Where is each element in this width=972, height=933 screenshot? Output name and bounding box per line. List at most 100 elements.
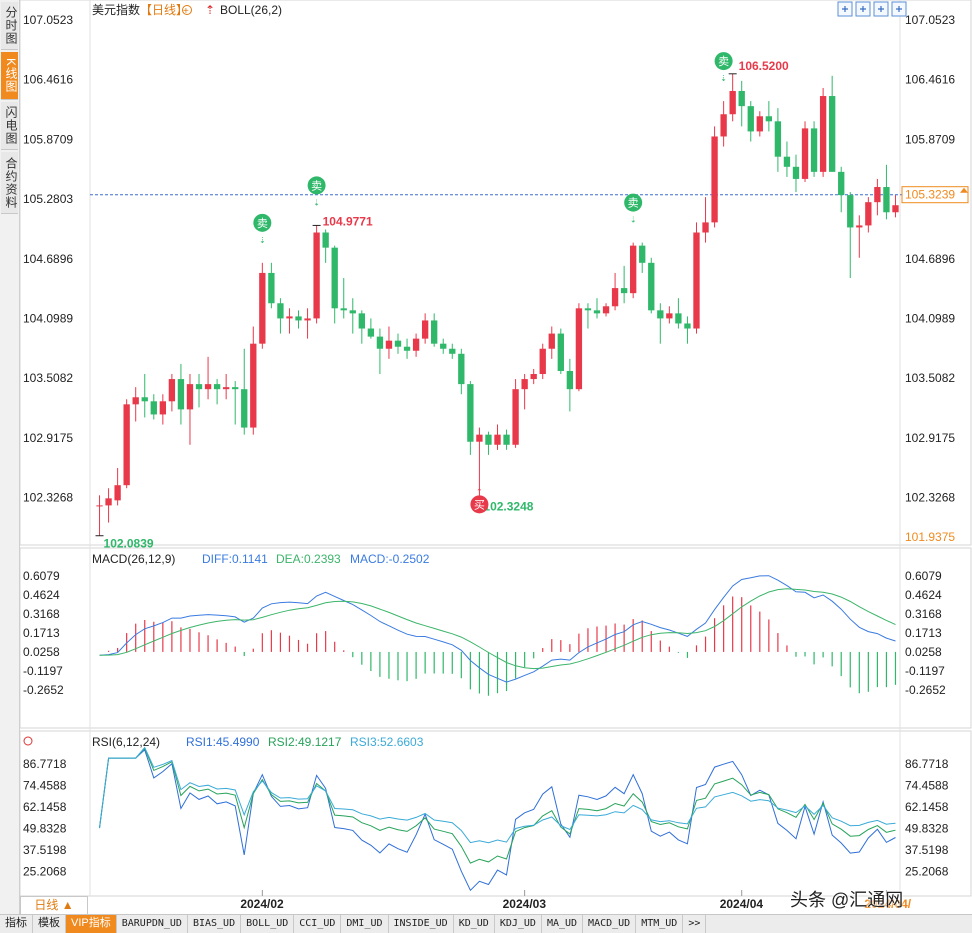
candle-body: [367, 328, 375, 337]
indicator-tab[interactable]: INSIDE_UD: [389, 915, 454, 933]
kline-ytick-left: 107.0523: [23, 13, 73, 27]
candle-body: [232, 387, 239, 390]
candle-body: [557, 333, 564, 371]
signal-sell-label: 卖: [718, 55, 729, 68]
tab-kline[interactable]: K线图: [1, 52, 18, 100]
period-tab[interactable]: 日线 ▲: [20, 896, 88, 914]
candle-body: [412, 338, 420, 351]
macd-ytick-right: 0.0258: [905, 645, 942, 659]
low2-label: 102.3248: [483, 499, 533, 513]
candle-body: [810, 128, 818, 172]
xtick-label: 2024/04/: [864, 897, 911, 911]
signal-arrow-icon: ⇣: [259, 236, 266, 245]
indicator-arrow-icon: ⇡: [205, 3, 215, 17]
rsi-ytick-right: 86.7718: [905, 757, 949, 771]
indicator-tab[interactable]: DMI_UD: [341, 915, 389, 933]
candle-body: [259, 272, 266, 344]
indicator-tab[interactable]: BIAS_UD: [188, 915, 242, 933]
high2-label: 106.5200: [739, 59, 789, 73]
signal-arrow-icon: ⇣: [313, 198, 320, 207]
candle-body: [195, 384, 203, 390]
candle-body: [801, 128, 809, 179]
candle-body: [467, 384, 474, 442]
macd-ytick-right: -0.2652: [905, 683, 946, 697]
candle-body: [385, 340, 393, 349]
macd-ytick-right: 0.6079: [905, 569, 942, 583]
candle-body: [865, 202, 872, 226]
candle-body: [539, 348, 546, 375]
rsi-ytick-left: 49.8328: [23, 821, 67, 835]
signal-sell-badge: [253, 213, 272, 232]
candle-body: [828, 96, 836, 172]
signal-arrow-icon: ⇡: [476, 487, 483, 496]
indicator-tab[interactable]: BOLL_UD: [241, 915, 295, 933]
candle-body: [666, 313, 673, 319]
candle-body: [123, 404, 130, 486]
tab-timeshare[interactable]: 分时图: [1, 2, 18, 50]
settings-icon[interactable]: [891, 1, 907, 17]
candle-body: [222, 387, 230, 390]
macd-ytick-right: 0.4624: [905, 588, 942, 602]
kline-ytick-right: 102.3268: [905, 491, 955, 505]
kline-low-axis-label: 101.9375: [905, 530, 955, 544]
macd-title: MACD(26,12,9): [92, 552, 175, 566]
zoom-out-icon[interactable]: [873, 1, 889, 17]
indicator-tab[interactable]: KD_UD: [454, 915, 495, 933]
candle-body: [286, 316, 293, 319]
rsi1-label: RSI1:45.4990: [186, 735, 260, 749]
chart-svg[interactable]: 美元指数 【日线】+ ⇡ BOLL(26,2) 107.0523 107.0523 106.…: [19, 0, 972, 914]
signal-sell-badge: [714, 52, 733, 71]
candle-body: [213, 384, 221, 390]
candle-body: [575, 308, 583, 390]
instrument-name: 美元指数: [92, 2, 140, 17]
kline-ytick-right: 105.8709: [905, 132, 955, 146]
indicator-tab[interactable]: MA_UD: [542, 915, 584, 933]
macd-ytick-left: -0.1197: [23, 664, 63, 678]
rsi-ytick-left: 25.2068: [23, 864, 67, 878]
rsi3-line: [99, 746, 896, 844]
candle-body: [756, 116, 763, 132]
indicator-tab[interactable]: MACD_UD: [583, 915, 637, 933]
candle-body: [449, 348, 456, 354]
candle-body: [593, 310, 601, 314]
candle-body: [847, 195, 854, 228]
candle-body: [883, 187, 890, 213]
watermark: 头条 @汇通网: [790, 890, 904, 910]
indicator-tab[interactable]: MTM_UD: [636, 915, 684, 933]
signal-arrow-icon: ⇣: [720, 74, 727, 83]
chart-area[interactable]: 美元指数 【日线】 + ⇡ BOLL(26,2) 107.0523 107.0523 106.…: [19, 0, 972, 914]
last-price-label: 105.3239: [905, 188, 955, 202]
indicator-tab[interactable]: BARUPDN_UD: [117, 915, 188, 933]
indicator-tab[interactable]: 指标: [0, 915, 33, 933]
indicator-tab[interactable]: KDJ_UD: [495, 915, 542, 933]
indicator-tab[interactable]: 模板: [33, 915, 66, 933]
kline-ytick-left: 102.9175: [23, 431, 73, 445]
rsi-frame: [19, 730, 972, 897]
tab-contract-info[interactable]: 合约资料: [1, 152, 18, 214]
candle-body: [711, 136, 718, 223]
indicator-tab[interactable]: CCI_UD: [294, 915, 342, 933]
candle-body: [765, 116, 773, 122]
macd-value-label: MACD:-0.2502: [350, 552, 430, 566]
kline-frame: [19, 0, 972, 546]
candle-body: [403, 346, 411, 351]
candle-body: [431, 320, 438, 344]
rsi-title: RSI(6,12,24): [92, 735, 160, 749]
rsi3-label: RSI3:52.6603: [350, 735, 424, 749]
tab-flash[interactable]: 闪电图: [1, 102, 18, 150]
indicator-tab[interactable]: VIP指标: [66, 915, 117, 933]
high1-label: 104.9771: [323, 214, 373, 228]
candle-body: [892, 205, 899, 213]
zoom-in-icon[interactable]: [855, 1, 871, 17]
kline-ytick-left: 106.4616: [23, 73, 73, 87]
signal-sell-badge: [624, 193, 643, 212]
indicator-tab[interactable]: >>: [683, 915, 707, 933]
signal-sell-label: 卖: [311, 179, 322, 192]
candle-body: [394, 340, 402, 347]
rsi-ytick-right: 49.8328: [905, 821, 949, 835]
candle-body: [693, 232, 700, 329]
xtick-label: 2024/03: [503, 897, 547, 911]
signal-buy-badge: [470, 495, 489, 514]
move-icon[interactable]: [837, 1, 853, 17]
macd-frame: [19, 547, 972, 729]
